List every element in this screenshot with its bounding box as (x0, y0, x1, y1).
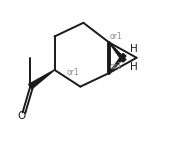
Text: O: O (18, 111, 26, 121)
Text: H: H (130, 44, 137, 54)
Text: or1: or1 (109, 62, 122, 71)
Polygon shape (109, 43, 126, 62)
Polygon shape (29, 70, 55, 89)
Text: or1: or1 (67, 68, 79, 78)
Polygon shape (109, 54, 126, 73)
Text: H: H (130, 62, 137, 72)
Text: or1: or1 (109, 32, 122, 41)
